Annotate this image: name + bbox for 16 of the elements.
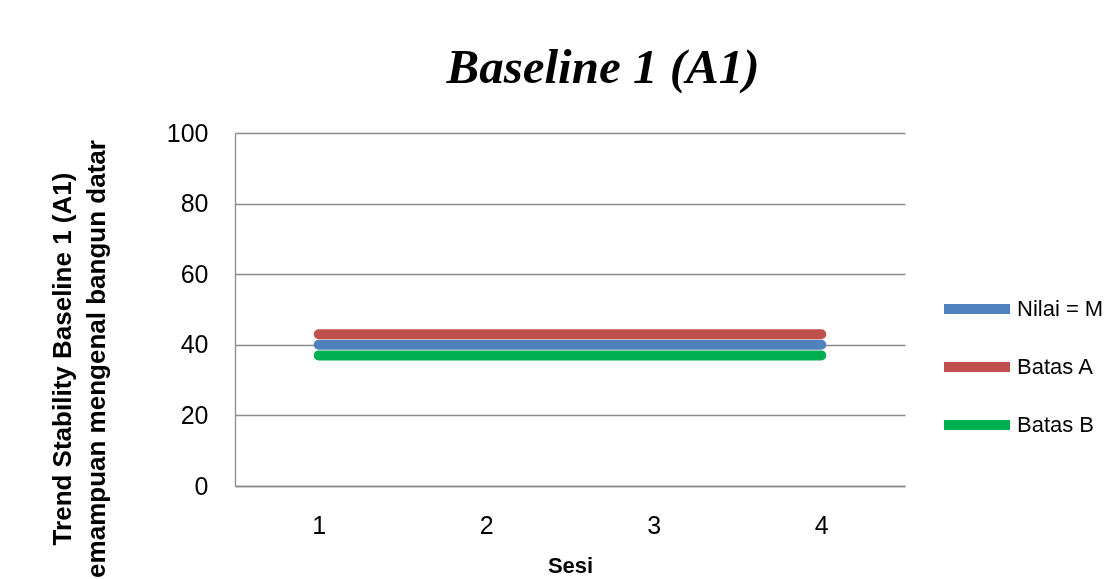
chart-title: Baseline 1 (A1) (445, 39, 760, 94)
x-tick-label: 2 (479, 510, 494, 539)
x-tick-label: 4 (814, 510, 829, 539)
y-tick-label: 100 (166, 118, 209, 147)
x-axis-title: Sesi (547, 552, 594, 578)
y-axis-title: Trend Stability Baseline 1 (A1) emampuan mengenal bangun datar (46, 140, 111, 578)
y-tick-label: 20 (180, 400, 209, 429)
y-tick-label: 80 (180, 189, 209, 218)
legend-label: Batas B (1017, 412, 1095, 437)
y-tick-label: 40 (180, 330, 209, 359)
legend-label: Nilai = M (1017, 296, 1104, 321)
y-tick-label: 0 (194, 471, 209, 500)
x-tick-label: 3 (647, 510, 662, 539)
x-tick-label: 1 (312, 510, 327, 539)
legend-label: Batas A (1017, 354, 1094, 379)
y-tick-label: 60 (180, 259, 209, 288)
